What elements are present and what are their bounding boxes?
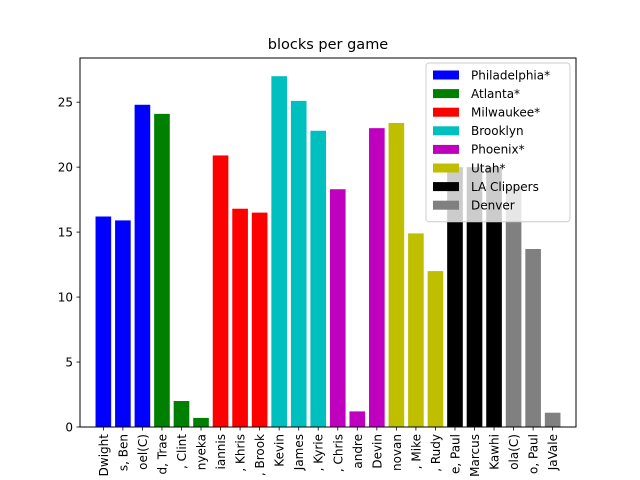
y-tick-label: 15 bbox=[58, 225, 73, 239]
bar bbox=[115, 220, 131, 427]
legend-label: Denver bbox=[471, 199, 515, 213]
legend-swatch bbox=[433, 182, 459, 192]
y-tick-label: 0 bbox=[65, 420, 73, 434]
bars-layer bbox=[95, 76, 561, 428]
bar bbox=[95, 216, 112, 427]
legend-label: Milwaukee* bbox=[471, 106, 540, 120]
x-tick-label: JaVale bbox=[546, 434, 560, 471]
y-axis: 0 5 10 15 20 25 bbox=[58, 95, 80, 434]
bar bbox=[329, 189, 346, 427]
x-tick-label: , Khris bbox=[234, 434, 248, 472]
legend-label: Atlanta* bbox=[471, 87, 520, 101]
x-axis: Dwight s, Ben oel(C) d, Trae , Clint nyeka ian… bbox=[97, 427, 560, 477]
legend-label: Brooklyn bbox=[471, 124, 524, 138]
x-tick-label: James bbox=[292, 434, 306, 471]
y-tick-label: 25 bbox=[58, 95, 73, 109]
x-tick-label: , Kyrie bbox=[312, 434, 326, 471]
bar bbox=[193, 417, 209, 427]
y-tick-label: 20 bbox=[58, 160, 73, 174]
x-tick-label: Marcus bbox=[468, 434, 482, 477]
bar bbox=[232, 208, 248, 427]
legend-swatch bbox=[433, 126, 459, 136]
x-tick-label: novan bbox=[390, 434, 404, 471]
legend-box bbox=[425, 62, 571, 223]
legend-label: Phoenix* bbox=[471, 143, 525, 157]
x-tick-label: Dwight bbox=[97, 434, 111, 477]
x-tick-label: e, Paul bbox=[448, 434, 462, 474]
legend-label: Utah* bbox=[471, 161, 505, 175]
bar bbox=[525, 249, 541, 427]
bar bbox=[251, 212, 268, 427]
legend: Philadelphia* Atlanta* Milwaukee* Brooklyn P… bbox=[425, 62, 571, 223]
legend-swatch bbox=[433, 200, 459, 210]
x-tick-label: , Brook bbox=[253, 434, 267, 476]
legend-label: LA Clippers bbox=[471, 180, 539, 194]
bar bbox=[505, 186, 522, 427]
x-tick-label: d, Trae bbox=[155, 434, 169, 474]
x-tick-label: ola(C) bbox=[507, 434, 521, 470]
x-tick-label: s, Ben bbox=[116, 434, 130, 471]
legend-swatch bbox=[433, 107, 459, 117]
bar bbox=[486, 167, 502, 427]
legend-label: Philadelphia* bbox=[471, 68, 550, 82]
legend-swatch bbox=[433, 144, 459, 154]
y-tick-label: 5 bbox=[65, 355, 73, 369]
bar bbox=[154, 113, 170, 428]
x-tick-label: Kevin bbox=[273, 434, 287, 467]
y-tick-label: 10 bbox=[58, 290, 73, 304]
bar bbox=[369, 128, 385, 427]
bar bbox=[173, 401, 190, 427]
x-tick-label: , Chris bbox=[331, 434, 345, 472]
x-tick-label: Kawhi bbox=[488, 434, 502, 470]
x-tick-label: o, Paul bbox=[527, 434, 541, 474]
x-tick-label: andre bbox=[351, 434, 365, 469]
bar bbox=[447, 167, 463, 427]
x-tick-label: oel(C) bbox=[136, 434, 150, 470]
bar bbox=[212, 155, 229, 427]
bar bbox=[388, 122, 405, 428]
bar bbox=[408, 233, 424, 427]
bar bbox=[134, 104, 151, 428]
bar bbox=[271, 76, 287, 427]
legend-swatch bbox=[433, 70, 459, 80]
x-tick-label: , Rudy bbox=[429, 434, 443, 472]
x-tick-label: Devin bbox=[370, 434, 384, 469]
chart-title: blocks per game bbox=[268, 37, 389, 53]
x-tick-label: , Clint bbox=[175, 434, 189, 469]
x-tick-label: iannis bbox=[214, 434, 228, 469]
bar bbox=[544, 412, 561, 427]
legend-swatch bbox=[433, 163, 459, 173]
bar bbox=[466, 167, 483, 427]
bar bbox=[310, 130, 327, 427]
bar bbox=[349, 411, 366, 427]
bar bbox=[290, 100, 307, 427]
legend-swatch bbox=[433, 89, 459, 99]
x-tick-label: , Mike bbox=[409, 434, 423, 469]
plot-area-frame bbox=[79, 57, 577, 428]
bar bbox=[427, 271, 444, 427]
x-tick-label: nyeka bbox=[195, 434, 209, 470]
